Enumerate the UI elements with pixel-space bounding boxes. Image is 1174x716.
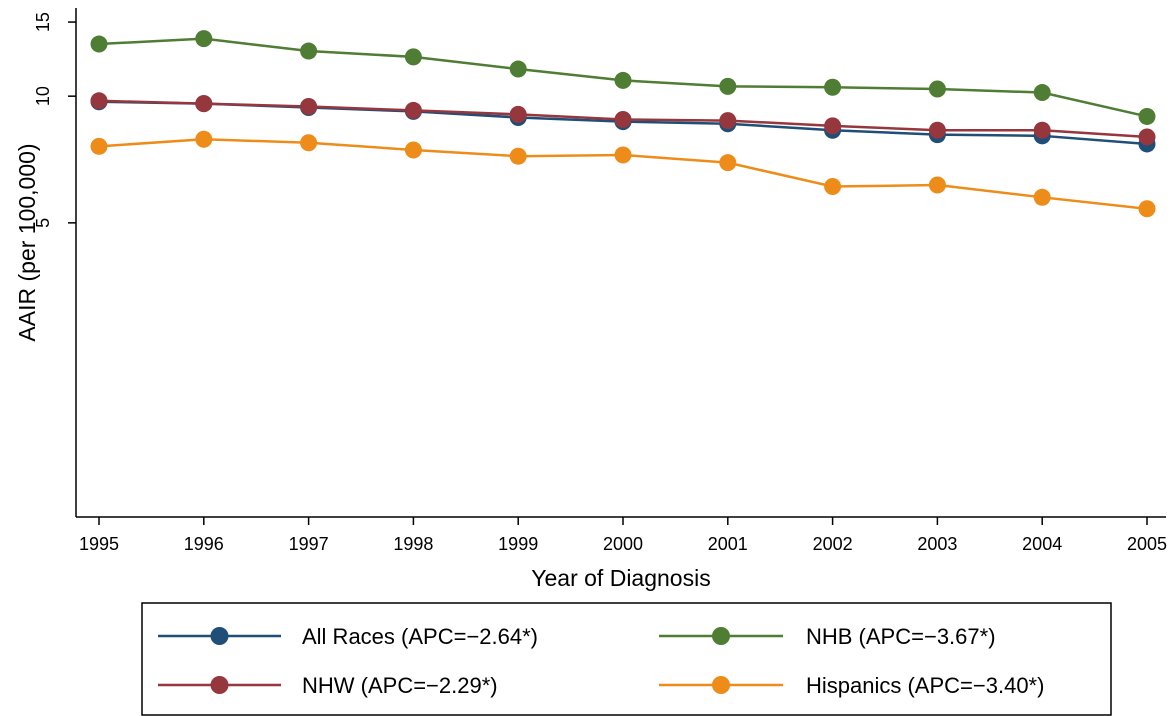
data-point (719, 77, 737, 95)
legend-marker (712, 676, 730, 694)
x-tick-label: 1996 (184, 534, 224, 554)
data-point (1138, 128, 1156, 146)
data-point (1138, 107, 1156, 125)
x-tick-label: 2003 (917, 534, 957, 554)
y-tick-label: 5 (33, 218, 53, 228)
legend-label: NHW (APC=−2.29*) (302, 673, 498, 698)
x-tick-label: 1998 (393, 534, 433, 554)
series-layer (90, 30, 1156, 218)
legend-label: Hispanics (APC=−3.40*) (806, 673, 1044, 698)
data-point (90, 137, 108, 155)
data-point (509, 60, 527, 78)
legend-entry: NHW (APC=−2.29*) (158, 673, 498, 698)
data-point (300, 42, 318, 60)
legend-entry: Hispanics (APC=−3.40*) (659, 673, 1044, 698)
data-point (1033, 84, 1051, 102)
data-point (195, 30, 213, 48)
data-point (1033, 121, 1051, 139)
x-axis-title: Year of Diagnosis (531, 565, 710, 591)
y-axis-ticks: 5 10 15 (33, 12, 76, 228)
data-point (404, 141, 422, 159)
legend-label: NHB (APC=−3.67*) (806, 624, 996, 649)
x-tick-label: 2000 (603, 534, 643, 554)
x-tick-label: 2004 (1022, 534, 1062, 554)
data-point (300, 98, 318, 116)
x-tick-label: 1997 (289, 534, 329, 554)
x-tick-label: 2005 (1127, 534, 1167, 554)
data-point (404, 101, 422, 119)
data-point (614, 111, 632, 129)
data-point (195, 130, 213, 148)
data-point (719, 112, 737, 130)
legend-entry: All Races (APC=−2.64*) (158, 624, 538, 649)
y-axis-title: AAIR (per 100,000) (14, 143, 40, 341)
x-tick-label: 1999 (498, 534, 538, 554)
data-point (928, 121, 946, 139)
x-axis-ticks: 1995 1996 1997 1998 1999 2000 2001 2002 2003 2004… (79, 517, 1167, 554)
data-point (90, 92, 108, 110)
legend-marker (712, 627, 730, 645)
data-point (195, 95, 213, 113)
legend-entry: NHB (APC=−3.67*) (659, 624, 996, 649)
data-point (509, 105, 527, 123)
legend-label: All Races (APC=−2.64*) (302, 624, 538, 649)
data-point (928, 176, 946, 194)
series-3 (90, 130, 1156, 218)
data-point (719, 154, 737, 172)
data-point (928, 80, 946, 98)
data-point (1033, 188, 1051, 206)
x-tick-label: 1995 (79, 534, 119, 554)
data-point (404, 48, 422, 66)
y-tick-label: 10 (33, 86, 53, 106)
data-point (614, 146, 632, 164)
data-point (300, 134, 318, 152)
legend-marker (210, 627, 229, 645)
y-tick-label: 15 (33, 12, 53, 32)
data-point (1138, 200, 1156, 218)
series-1 (90, 30, 1156, 125)
chart-axes (75, 8, 1166, 518)
legend-marker (210, 676, 229, 694)
data-point (90, 35, 108, 53)
legend-box (141, 602, 1112, 716)
legend: All Races (APC=−2.64*) NHB (APC=−3.67*) NH… (141, 602, 1112, 716)
series-2 (90, 92, 1156, 146)
data-point (614, 71, 632, 89)
data-point (824, 117, 842, 135)
data-point (824, 178, 842, 196)
data-point (509, 147, 527, 165)
data-point (824, 78, 842, 96)
x-tick-label: 2001 (708, 534, 748, 554)
x-tick-label: 2002 (813, 534, 853, 554)
